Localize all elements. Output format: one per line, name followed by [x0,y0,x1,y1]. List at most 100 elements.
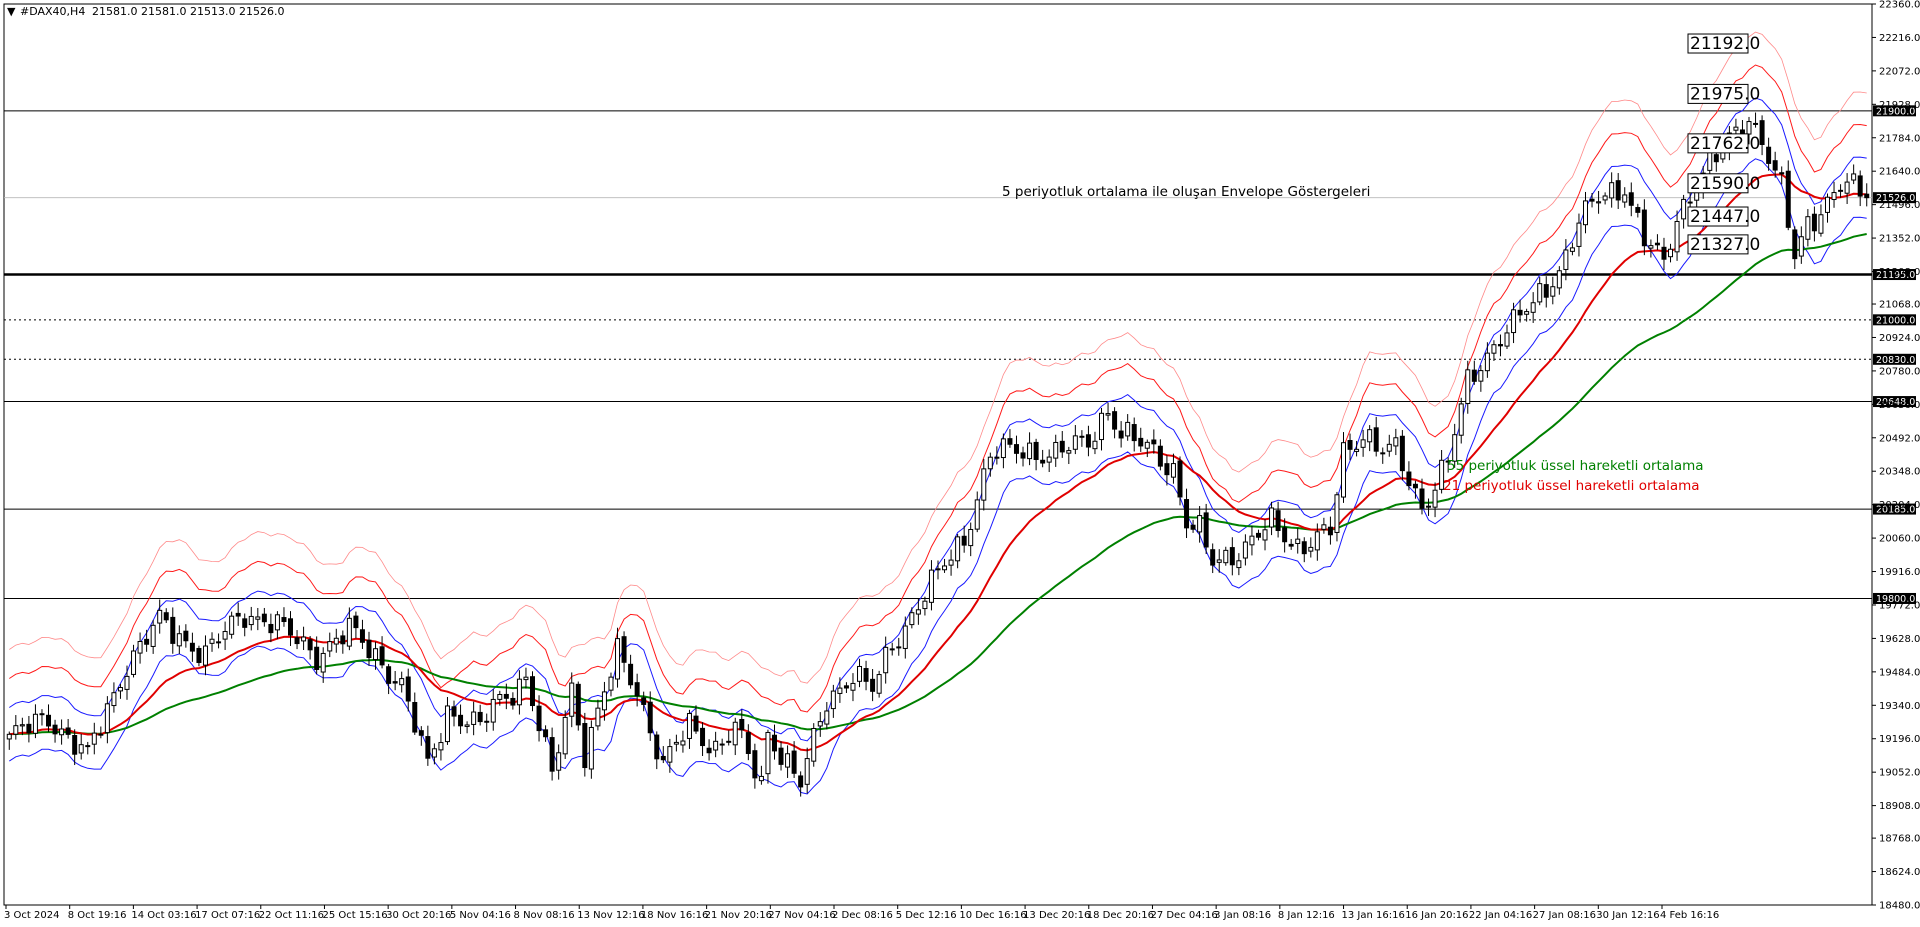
price-tag: 20830.0 [1876,355,1915,366]
candle-body [1792,229,1798,260]
candle-body [1040,459,1046,464]
x-tick-label: 3 Oct 2024 [4,910,59,921]
level-label-box [1687,173,1749,194]
candle-body [1798,236,1804,257]
candle-body [1661,246,1667,260]
candle-body [359,629,365,643]
y-tick-label: 18480.0 [1879,901,1920,912]
x-tick-label: 27 Nov 04:16 [768,910,835,921]
x-tick-label: 21 Nov 20:16 [705,910,772,921]
candle-body [1099,412,1105,441]
y-tick-label: 19196.0 [1879,734,1920,745]
candle-body [131,650,137,675]
candle-body [739,718,745,731]
envelope-line [9,158,1867,795]
candle-body [1484,352,1490,372]
candle-body [1426,505,1432,508]
level-label: 21192.0 [1690,34,1760,54]
candle-body [837,687,843,694]
annotation-text: 21 periyotluk üssel hareketli ortalama [1443,478,1700,494]
candle-body [968,528,974,547]
menu-arrow-icon[interactable]: ▼ [7,5,16,18]
x-tick-label: 22 Jan 04:16 [1469,910,1532,921]
candle-body [824,710,830,725]
candle-body [1164,463,1170,476]
candle-body [1582,200,1588,226]
candle-body [765,731,771,775]
envelope-line [9,64,1867,713]
candle-body [516,678,522,706]
candle-body [1543,284,1549,298]
candle-body [150,624,156,647]
candle-body [1255,532,1261,538]
candle-body [1602,195,1608,201]
candle-body [183,630,189,642]
candle-body [1295,538,1301,544]
candle-body [1687,201,1693,204]
x-tick-label: 30 Jan 12:16 [1596,910,1659,921]
candle-body [1131,424,1137,442]
price-tag: 20648.0 [1876,397,1915,408]
candle-body [510,697,516,706]
candle-body [700,727,706,747]
candle-body [1027,442,1033,460]
candle-body [817,721,823,727]
y-tick-label: 22360.0 [1879,0,1920,11]
horizontal-levels [4,110,1872,599]
candle-body [1452,434,1458,462]
x-tick-label: 13 Jan 16:16 [1342,910,1405,921]
candle-body [373,648,379,661]
symbol-label: #DAX40,H4 [20,5,85,18]
candle-body [785,753,791,768]
candle-body [477,711,483,723]
candle-body [1105,413,1111,416]
candle-body [1504,332,1510,347]
price-axis: 21900.0 21526.0 21195.0 21000.0 20830.0 20648… [1872,0,1920,912]
x-tick-label: 8 Jan 12:16 [1278,910,1335,921]
candle-body [1635,207,1641,213]
candle-body [850,682,856,691]
candle-body [1190,524,1196,530]
candle-body [19,724,25,727]
candle-body [1831,192,1837,201]
candle-body [216,641,222,644]
candle-body [863,668,869,682]
candle-body [1668,248,1674,258]
candle-body [222,631,228,640]
candle-body [1007,438,1013,445]
candle-body [340,635,346,645]
candle-body [1478,370,1484,382]
candle-body [1818,214,1824,234]
candle-body [1393,437,1399,447]
y-tick-label: 21208.0 [1879,267,1920,278]
candle-body [1275,510,1281,532]
candle-body [209,638,215,644]
candle-body [889,648,895,651]
candle-body [909,612,915,626]
candle-body [706,747,712,754]
candle-body [523,676,529,681]
price-tag-box [1873,192,1916,204]
candle-body [104,703,110,734]
candle-body [1406,471,1412,487]
candle-body [261,613,267,623]
candle-body [680,740,686,746]
candle-body [503,693,509,699]
ohlc-readout: 21581.0 21581.0 21513.0 21526.0 [92,5,284,18]
price-tag: 21000.0 [1876,315,1915,326]
y-tick-label: 20780.0 [1879,366,1920,377]
candle-body [1563,249,1569,270]
y-tick-label: 21640.0 [1879,167,1920,178]
y-tick-label: 19052.0 [1879,768,1920,779]
x-tick-label: 17 Oct 07:16 [195,910,260,921]
candle-body [1321,524,1327,530]
price-tag: 21195.0 [1876,270,1915,281]
candle-body [301,636,307,642]
candle-body [157,609,163,624]
candle-body [942,565,948,571]
candle-body [1641,209,1647,247]
candle-body [961,535,967,546]
candle-body [621,636,627,663]
